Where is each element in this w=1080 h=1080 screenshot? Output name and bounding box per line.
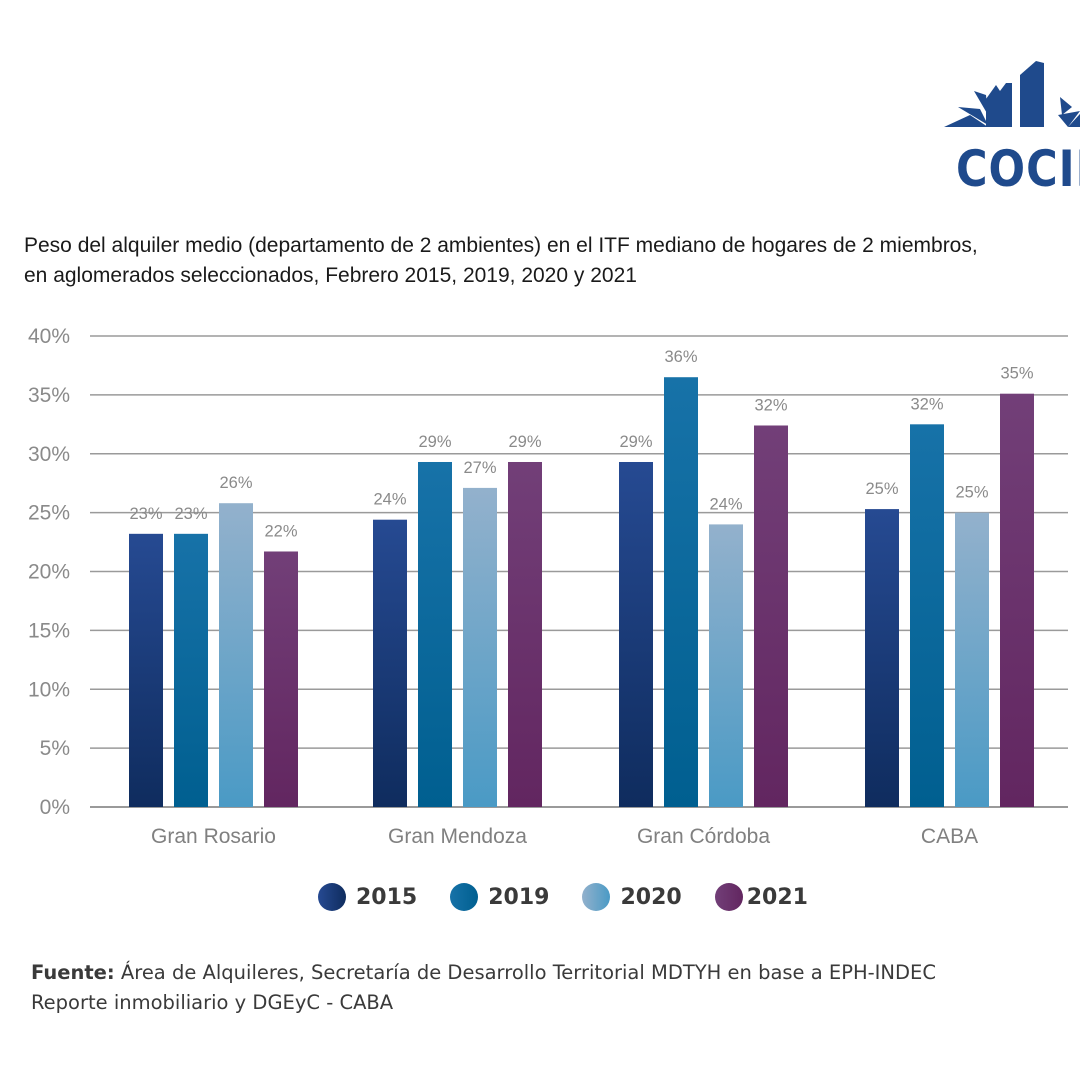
x-tick-label: Gran Córdoba xyxy=(637,825,770,848)
bar-2021-gran-rosario xyxy=(264,551,298,807)
x-tick-label: Gran Rosario xyxy=(151,825,276,848)
bar-2019-gran-rosario xyxy=(174,533,208,807)
logo-text: COCIR xyxy=(956,141,1080,199)
data-label: 24% xyxy=(709,495,742,513)
legend-swatch-2021 xyxy=(714,883,743,911)
data-label: 25% xyxy=(865,480,898,498)
y-tick-label: 10% xyxy=(28,678,70,701)
bars xyxy=(129,377,1034,807)
legend-label-2021: 2021 xyxy=(746,884,808,910)
y-tick-label: 35% xyxy=(28,384,70,407)
data-label: 35% xyxy=(1000,365,1033,383)
bar-2015-caba xyxy=(865,509,899,807)
bar-2015-gran-mendoza xyxy=(373,519,407,807)
source-note: Fuente: Área de Alquileres, Secretaría d… xyxy=(31,958,936,1018)
x-tick-label: CABA xyxy=(921,825,978,848)
data-label: 29% xyxy=(508,433,541,451)
bar-chart: 0%5%10%15%20%25%30%35%40% 23%24%29%25%23… xyxy=(28,325,1068,848)
legend: 2015 2019 2020 2021 xyxy=(318,880,808,914)
y-tick-label: 15% xyxy=(28,619,70,642)
data-label: 32% xyxy=(754,396,787,414)
bar-2015-gran-córdoba xyxy=(619,461,653,807)
y-tick-label: 0% xyxy=(40,796,70,819)
data-label: 27% xyxy=(463,459,496,477)
y-tick-label: 25% xyxy=(28,502,70,525)
bar-2021-caba xyxy=(1000,393,1034,807)
legend-label-2020: 2020 xyxy=(620,884,682,910)
legend-item-2021: 2021 xyxy=(714,883,808,911)
data-label: 25% xyxy=(955,484,988,502)
data-label: 23% xyxy=(174,505,207,523)
bar-2020-gran-rosario xyxy=(219,503,253,807)
source-text-1: Área de Alquileres, Secretaría de Desarr… xyxy=(114,961,936,984)
bar-2020-gran-córdoba xyxy=(709,524,743,807)
bar-2021-gran-mendoza xyxy=(508,461,542,807)
bar-2020-caba xyxy=(955,512,989,807)
legend-item-2020: 2020 xyxy=(582,883,682,911)
y-tick-label: 30% xyxy=(28,443,70,466)
legend-item-2015: 2015 xyxy=(318,883,417,911)
data-label: 29% xyxy=(619,433,652,451)
logo-skyline-icon xyxy=(944,61,1080,127)
legend-label-2019: 2019 xyxy=(488,884,550,910)
y-tick-label: 20% xyxy=(28,561,70,584)
legend-item-2019: 2019 xyxy=(450,883,549,911)
data-label: 36% xyxy=(664,348,697,366)
bar-2019-caba xyxy=(910,424,944,807)
data-label: 26% xyxy=(219,474,252,492)
x-tick-label: Gran Mendoza xyxy=(388,825,527,848)
source-line-2: Reporte inmobiliario y DGEyC - CABA xyxy=(31,991,394,1014)
bar-2019-gran-mendoza xyxy=(418,461,452,807)
bar-2020-gran-mendoza xyxy=(463,487,497,807)
y-tick-label: 40% xyxy=(28,325,70,348)
bar-2019-gran-córdoba xyxy=(664,377,698,807)
bar-2015-gran-rosario xyxy=(129,533,163,807)
chart-title: Peso del alquiler medio (departamento de… xyxy=(24,231,1080,291)
chart-title-line-2: en aglomerados seleccionados, Febrero 20… xyxy=(24,264,637,287)
y-tick-label: 5% xyxy=(40,737,70,760)
source-line-1: Fuente: Área de Alquileres, Secretaría d… xyxy=(31,958,936,988)
x-axis-ticks: Gran Rosario Gran Mendoza Gran Córdoba CABA xyxy=(151,825,978,848)
data-label: 22% xyxy=(264,522,297,540)
source-prefix: Fuente: xyxy=(31,961,115,984)
chart-title-line-1: Peso del alquiler medio (departamento de… xyxy=(24,234,978,257)
legend-swatch-2019 xyxy=(450,883,479,911)
data-label: 23% xyxy=(129,505,162,523)
legend-swatch-2015 xyxy=(318,883,346,911)
bar-2021-gran-córdoba xyxy=(754,425,788,807)
y-axis-ticks: 0% 5% 10% 15% 20% 25% 30% 35% 40% xyxy=(28,325,70,819)
legend-label-2015: 2015 xyxy=(356,884,418,910)
cocir-logo: COCIR xyxy=(940,55,1080,199)
data-labels: 23% 24% 29% 25% 23% 29% 36% 32% 26% 27% 24% 25% 22% 2… xyxy=(129,348,1033,540)
data-label: 24% xyxy=(373,491,406,509)
legend-swatch-2020 xyxy=(582,883,611,911)
data-label: 32% xyxy=(910,395,943,413)
data-label: 29% xyxy=(418,433,451,451)
